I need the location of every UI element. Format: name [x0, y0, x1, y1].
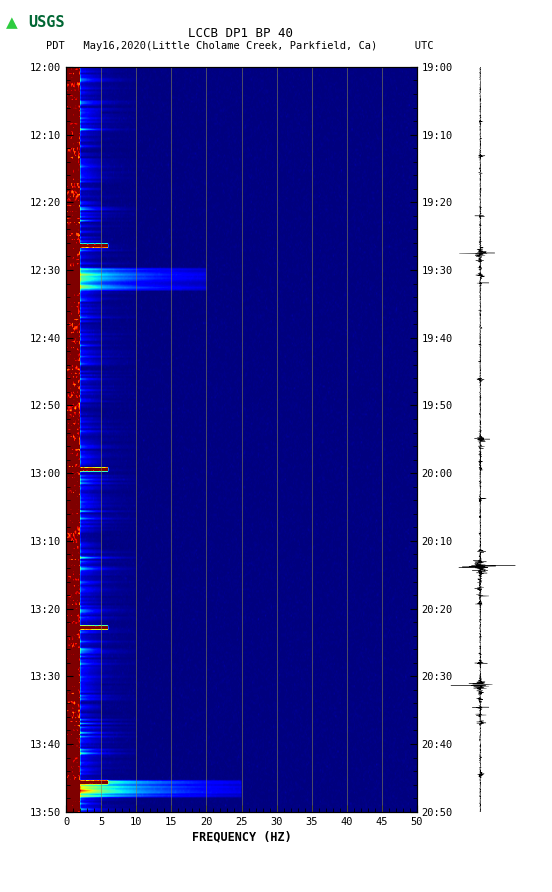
- Text: PDT   May16,2020(Little Cholame Creek, Parkfield, Ca)      UTC: PDT May16,2020(Little Cholame Creek, Par…: [46, 41, 434, 52]
- Text: LCCB DP1 BP 40: LCCB DP1 BP 40: [188, 28, 293, 40]
- X-axis label: FREQUENCY (HZ): FREQUENCY (HZ): [192, 830, 291, 844]
- Text: ▲: ▲: [6, 15, 17, 29]
- Text: USGS: USGS: [29, 15, 65, 29]
